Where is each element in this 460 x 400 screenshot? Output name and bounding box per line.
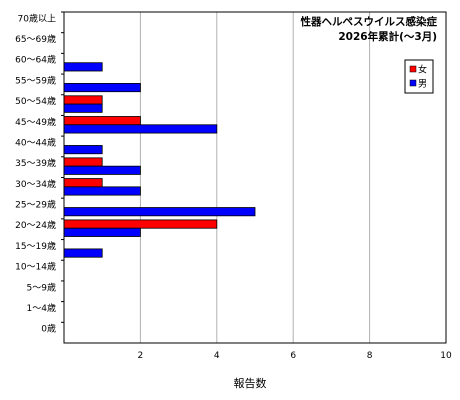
y-tick-label: 45～49歳 (15, 116, 56, 128)
bar-female-8 (63, 178, 103, 188)
chart-title: 性器ヘルペスウイルス感染症 (301, 15, 438, 28)
bar-female-7 (63, 157, 103, 167)
legend-swatch-male (409, 79, 417, 87)
x-axis-label: 報告数 (234, 377, 267, 390)
bar-male-9 (63, 207, 256, 217)
y-tick-label: 60～64歳 (15, 54, 56, 66)
y-tick-label: 20～24歳 (15, 219, 56, 231)
x-tick-label: 4 (214, 351, 220, 361)
legend-box (404, 59, 434, 94)
bar-male-11 (63, 248, 103, 258)
y-tick-label: 15～19歳 (15, 240, 56, 252)
bar-male-2 (63, 62, 103, 72)
bar-female-5 (63, 116, 141, 126)
x-tick-label: 10 (440, 351, 452, 361)
y-tick-label: 25～29歳 (15, 199, 56, 211)
legend: 女 男 (404, 59, 434, 94)
bar-male-10 (63, 227, 141, 237)
y-tick-label: 40～44歳 (15, 136, 56, 148)
y-tick-label: 0歳 (41, 323, 56, 335)
y-tick-label: 5～9歳 (27, 281, 56, 293)
grid-lines (139, 12, 371, 343)
y-tick-labels: 70歳以上 65～69歳 60～64歳 55～59歳 50～54歳 45～49歳 40～44… (15, 11, 64, 335)
y-tick-label: 55～59歳 (15, 74, 56, 86)
y-tick-label: 65～69歳 (15, 33, 56, 45)
bar-female-10 (63, 219, 218, 229)
plot-frame (63, 11, 447, 344)
bar-male-3 (63, 83, 141, 93)
bar-male-8 (63, 186, 141, 196)
bar-male-5 (63, 124, 218, 134)
bar-male-7 (63, 165, 141, 175)
y-tick-label: 1～4歳 (27, 302, 56, 314)
y-tick-label: 70歳以上 (18, 12, 56, 24)
chart-subtitle: 2026年累計(～3月) (338, 30, 437, 43)
bar-male-4 (63, 103, 103, 113)
y-tick-label: 50～54歳 (15, 95, 56, 107)
y-tick-label: 10～14歳 (15, 261, 56, 273)
y-tick-label: 35～39歳 (15, 157, 56, 169)
x-tick-label: 8 (367, 351, 373, 361)
legend-label-male: 男 (418, 79, 427, 90)
bar-male-6 (63, 145, 103, 155)
x-tick-label: 2 (138, 351, 144, 361)
x-tick-label: 6 (290, 351, 296, 361)
bars (63, 62, 256, 258)
legend-label-female: 女 (418, 64, 427, 76)
x-tick-labels: 2 4 6 8 10 (138, 351, 452, 361)
legend-swatch-female (409, 65, 417, 73)
bar-female-4 (63, 95, 103, 105)
y-tick-label: 30～34歳 (15, 178, 56, 190)
